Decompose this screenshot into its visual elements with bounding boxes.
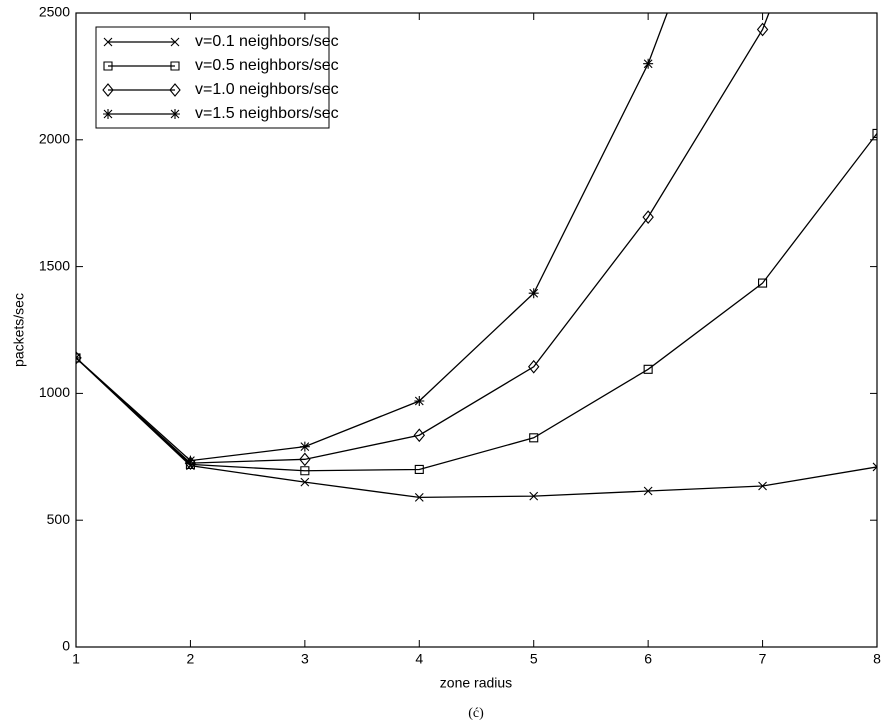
y-tick-label: 2500 <box>39 4 70 20</box>
plot-area <box>76 13 877 502</box>
marker <box>872 462 877 472</box>
marker <box>103 109 113 119</box>
marker <box>529 433 539 443</box>
marker <box>76 351 82 365</box>
series-line <box>76 13 770 464</box>
marker <box>170 109 180 119</box>
y-tick-label: 500 <box>47 511 71 527</box>
marker <box>299 441 310 452</box>
marker <box>643 486 653 496</box>
x-tick-label: 5 <box>530 651 538 667</box>
series-line <box>76 357 877 499</box>
marker <box>414 492 424 502</box>
plot-frame <box>75 12 878 648</box>
marker <box>414 464 424 475</box>
marker <box>413 428 426 443</box>
marker <box>103 61 113 71</box>
y-tick-label: 2000 <box>39 131 70 147</box>
y-axis-label: packets/sec <box>11 293 27 367</box>
x-tick-label: 8 <box>873 651 881 667</box>
marker <box>76 352 81 363</box>
marker <box>643 364 653 374</box>
x-tick-label: 3 <box>301 651 309 667</box>
marker <box>170 37 180 47</box>
marker <box>527 359 540 374</box>
marker <box>758 278 768 288</box>
y-tick-label: 1000 <box>39 384 70 400</box>
marker <box>642 210 654 225</box>
marker <box>529 491 539 501</box>
marker <box>300 477 310 487</box>
legend-box <box>95 26 330 129</box>
series-line <box>76 13 668 462</box>
x-tick-label: 6 <box>644 651 652 667</box>
marker <box>758 481 767 491</box>
marker <box>414 396 425 407</box>
marker <box>185 455 196 466</box>
marker <box>170 61 180 71</box>
y-tick-label: 0 <box>62 638 70 654</box>
marker <box>756 22 769 37</box>
legend-label: v=1.0 neighbors/sec <box>195 81 339 98</box>
x-tick-label: 7 <box>759 651 767 667</box>
y-tick-label: 1500 <box>39 257 70 273</box>
marker <box>643 58 654 69</box>
legend-label: v=0.5 neighbors/sec <box>195 57 339 74</box>
caption: (ć) <box>468 706 484 721</box>
marker <box>872 128 877 139</box>
x-tick-label: 2 <box>187 651 195 667</box>
series-line <box>76 133 877 472</box>
marker <box>528 288 539 299</box>
marker <box>103 37 113 47</box>
legend-label: v=1.5 neighbors/sec <box>195 105 339 122</box>
legend-label: v=0.1 neighbors/sec <box>195 33 339 50</box>
marker <box>169 83 181 97</box>
marker <box>299 452 311 467</box>
x-tick-label: 4 <box>415 651 423 667</box>
marker <box>300 466 310 476</box>
x-tick-label: 1 <box>72 651 80 667</box>
marker <box>102 83 114 97</box>
x-axis-label: zone radius <box>440 675 512 691</box>
